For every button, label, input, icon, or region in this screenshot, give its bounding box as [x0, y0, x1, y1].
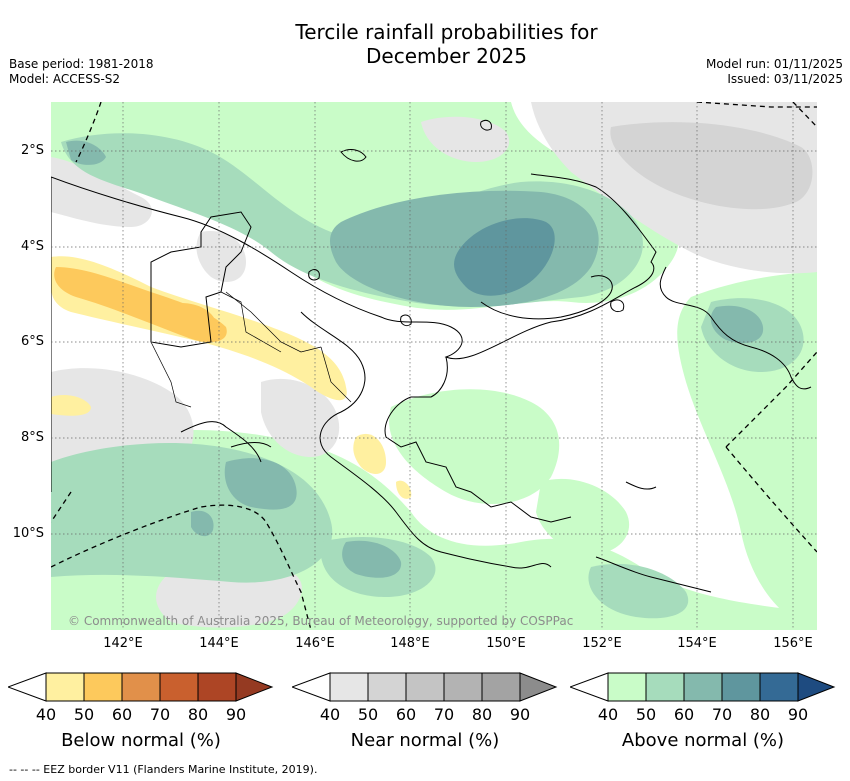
colorbar-near-normal-bar — [290, 672, 558, 702]
cb-below-tick-50: 50 — [73, 705, 95, 724]
cb-below-tick-60: 60 — [111, 705, 133, 724]
below-normal-60 — [54, 267, 227, 343]
cb-above-swatch-1 — [607, 672, 647, 702]
cb-above-tick-50: 50 — [635, 705, 657, 724]
coastlines — [51, 119, 812, 593]
eez-borders — [51, 102, 817, 630]
base-period: Base period: 1981-2018 — [9, 57, 154, 71]
cb-near-tick-40: 40 — [319, 705, 341, 724]
cb-above-swatch-0 — [568, 672, 609, 702]
lon-label-154e: 154°E — [677, 636, 717, 651]
lat-label-4s: 4°S — [20, 239, 44, 254]
lat-label-10s: 10°S — [12, 526, 44, 541]
colorbar-above-normal-bar — [568, 672, 836, 702]
cb-above-tick-60: 60 — [673, 705, 695, 724]
cb-above-swatch-6 — [797, 672, 836, 702]
issued-date: Issued: 03/11/2025 — [727, 72, 843, 86]
cb-below-swatch-0 — [6, 672, 47, 702]
colorbar-below-normal: 40 50 60 70 80 90 Below normal (%) — [6, 672, 274, 751]
near-normal-60 — [610, 122, 813, 210]
cb-above-tick-40: 40 — [597, 705, 619, 724]
model-run-date: Model run: 01/11/2025 — [705, 57, 843, 71]
lon-label-144e: 144°E — [199, 636, 239, 651]
cb-above-tick-80: 80 — [749, 705, 771, 724]
cb-above-swatch-5 — [759, 672, 799, 702]
cb-above-tick-90: 90 — [787, 705, 809, 724]
cb-below-swatch-3 — [121, 672, 161, 702]
copyright-notice: © Commonwealth of Australia 2025, Bureau… — [68, 614, 574, 628]
lat-label-2s: 2°S — [20, 143, 44, 158]
cb-below-tick-80: 80 — [187, 705, 209, 724]
colorbar-near-normal: 40 50 60 70 80 90 Near normal (%) — [290, 672, 558, 751]
cb-below-title: Below normal (%) — [61, 730, 221, 751]
map-canvas — [51, 102, 817, 630]
lon-label-148e: 148°E — [390, 636, 430, 651]
cb-near-tick-60: 60 — [395, 705, 417, 724]
lat-label-6s: 6°S — [20, 334, 44, 349]
model-info: Base period: 1981-2018 Model: ACCESS-S2 — [9, 57, 154, 87]
cb-near-tick-90: 90 — [509, 705, 531, 724]
cb-above-swatch-2 — [645, 672, 685, 702]
probability-map — [51, 102, 817, 630]
lon-label-146e: 146°E — [295, 636, 335, 651]
eez-footnote: -- -- -- EEZ border V11 (Flanders Marine… — [9, 763, 318, 776]
cb-below-tick-40: 40 — [35, 705, 57, 724]
title-line-1: Tercile rainfall probabilities for — [295, 20, 598, 44]
cb-near-swatch-1 — [329, 672, 369, 702]
cb-below-swatch-4 — [159, 672, 199, 702]
cb-near-swatch-2 — [367, 672, 407, 702]
gridlines — [51, 102, 817, 630]
cb-below-swatch-2 — [83, 672, 123, 702]
cb-near-swatch-4 — [443, 672, 483, 702]
title-line-2: December 2025 — [366, 44, 527, 68]
cb-below-swatch-1 — [45, 672, 85, 702]
cb-near-tick-80: 80 — [471, 705, 493, 724]
cb-near-swatch-3 — [405, 672, 445, 702]
colorbar-above-normal: 40 50 60 70 80 90 Above normal (%) — [568, 672, 836, 751]
lat-label-8s: 8°S — [20, 430, 44, 445]
lon-label-152e: 152°E — [582, 636, 622, 651]
map-title: Tercile rainfall probabilities for Decem… — [0, 20, 850, 68]
lon-label-156e: 156°E — [773, 636, 813, 651]
cb-near-swatch-5 — [481, 672, 521, 702]
run-info: Model run: 01/11/2025 Issued: 03/11/2025 — [706, 57, 843, 87]
cb-below-swatch-5 — [197, 672, 237, 702]
colorbar-below-normal-bar — [6, 672, 274, 702]
cb-near-swatch-0 — [290, 672, 331, 702]
cb-above-tick-70: 70 — [711, 705, 733, 724]
cb-below-swatch-6 — [235, 672, 274, 702]
above-normal-80 — [454, 218, 555, 296]
cb-near-title: Near normal (%) — [350, 730, 500, 751]
model-name: Model: ACCESS-S2 — [9, 72, 121, 86]
lon-label-142e: 142°E — [103, 636, 143, 651]
lon-label-150e: 150°E — [486, 636, 526, 651]
cb-near-tick-70: 70 — [433, 705, 455, 724]
cb-below-tick-90: 90 — [225, 705, 247, 724]
cb-above-swatch-3 — [683, 672, 723, 702]
cb-near-swatch-6 — [519, 672, 558, 702]
cb-below-tick-70: 70 — [149, 705, 171, 724]
cb-near-tick-50: 50 — [357, 705, 379, 724]
cb-above-title: Above normal (%) — [621, 730, 785, 751]
cb-above-swatch-4 — [721, 672, 761, 702]
